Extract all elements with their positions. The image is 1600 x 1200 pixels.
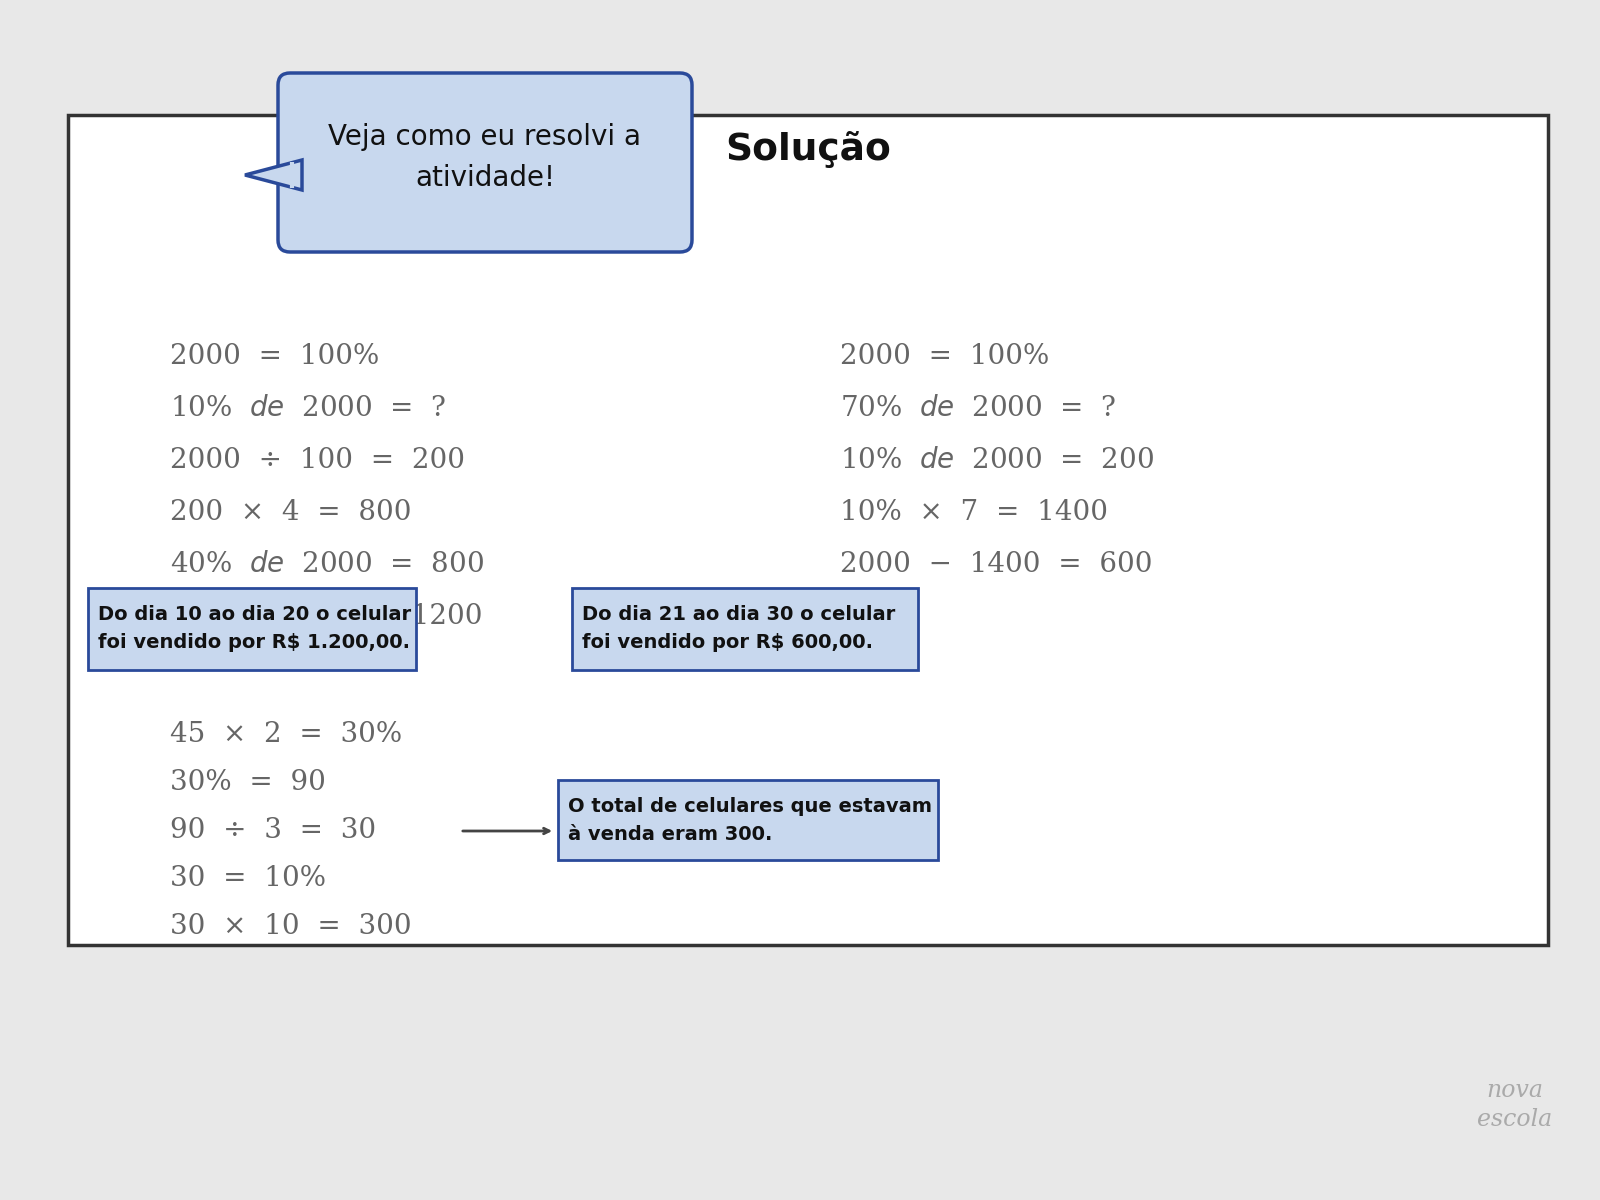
FancyBboxPatch shape xyxy=(278,73,691,252)
Text: 40%  $\mathit{de}$  2000  =  800: 40% $\mathit{de}$ 2000 = 800 xyxy=(170,552,483,578)
Text: O total de celulares que estavam
à venda eram 300.: O total de celulares que estavam à venda… xyxy=(568,797,931,844)
Text: 2000  −  800  =  1200: 2000 − 800 = 1200 xyxy=(170,604,483,630)
Text: Do dia 10 ao dia 20 o celular
foi vendido por R$ 1.200,00.: Do dia 10 ao dia 20 o celular foi vendid… xyxy=(98,606,411,653)
Text: 30  ×  10  =  300: 30 × 10 = 300 xyxy=(170,913,411,941)
Text: Veja como eu resolvi a
atividade!: Veja como eu resolvi a atividade! xyxy=(328,124,642,192)
Text: 30%  =  90: 30% = 90 xyxy=(170,769,326,797)
FancyBboxPatch shape xyxy=(573,588,918,670)
Text: 45  ×  2  =  30%: 45 × 2 = 30% xyxy=(170,721,402,749)
Text: 2000  ÷  100  =  200: 2000 ÷ 100 = 200 xyxy=(170,448,466,474)
Text: 90  ÷  3  =  30: 90 ÷ 3 = 30 xyxy=(170,817,376,845)
FancyBboxPatch shape xyxy=(558,780,938,860)
FancyBboxPatch shape xyxy=(67,115,1549,946)
Text: Solução: Solução xyxy=(725,132,891,168)
Text: 200  ×  4  =  800: 200 × 4 = 800 xyxy=(170,499,411,527)
Text: 10%  $\mathit{de}$  2000  =  200: 10% $\mathit{de}$ 2000 = 200 xyxy=(840,448,1154,474)
Text: 30  =  10%: 30 = 10% xyxy=(170,865,326,893)
Text: 10%  ×  7  =  1400: 10% × 7 = 1400 xyxy=(840,499,1107,527)
Text: 10%  $\mathit{de}$  2000  =  ?: 10% $\mathit{de}$ 2000 = ? xyxy=(170,396,446,422)
Text: nova
escola: nova escola xyxy=(1477,1079,1552,1130)
Text: 2000  −  1400  =  600: 2000 − 1400 = 600 xyxy=(840,552,1152,578)
FancyBboxPatch shape xyxy=(88,588,416,670)
Text: 2000  =  100%: 2000 = 100% xyxy=(840,343,1050,371)
Text: 2000  =  100%: 2000 = 100% xyxy=(170,343,379,371)
Text: 70%  $\mathit{de}$  2000  =  ?: 70% $\mathit{de}$ 2000 = ? xyxy=(840,396,1117,422)
Text: Do dia 21 ao dia 30 o celular
foi vendido por R$ 600,00.: Do dia 21 ao dia 30 o celular foi vendid… xyxy=(582,606,896,653)
Polygon shape xyxy=(245,160,302,190)
